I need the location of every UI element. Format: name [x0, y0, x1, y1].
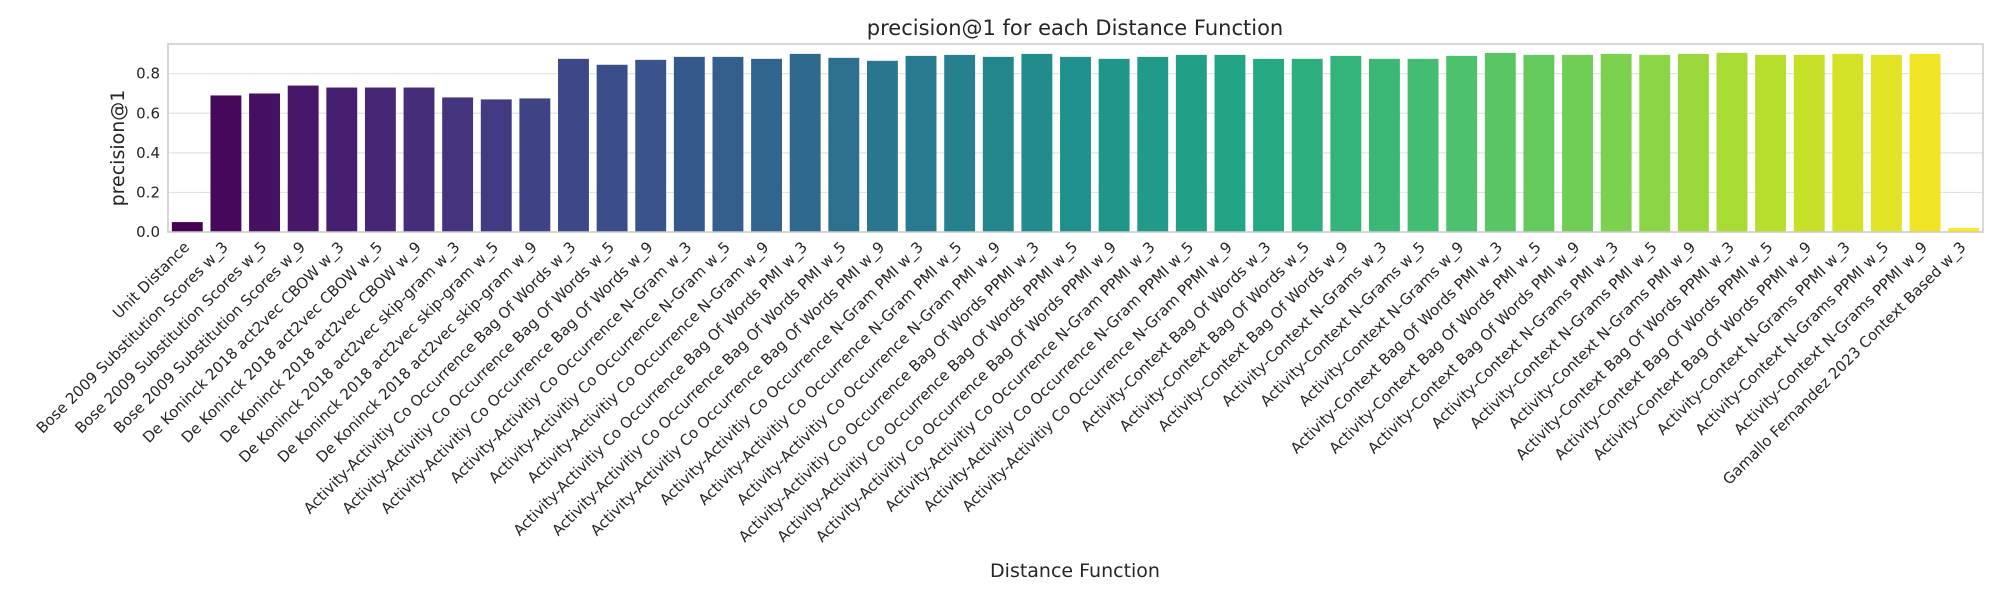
- bar: [558, 58, 589, 233]
- plot-frame: [167, 43, 1984, 233]
- x-axis-title: Distance Function: [990, 560, 1160, 582]
- bar: [1793, 54, 1825, 232]
- bar: [171, 222, 203, 232]
- bar: [1175, 54, 1207, 232]
- bar: [1484, 52, 1516, 233]
- bar: [1098, 58, 1130, 233]
- bar: [905, 55, 937, 232]
- bar: [403, 87, 435, 233]
- y-tick-label: 0.0: [136, 223, 160, 241]
- bar: [1446, 55, 1478, 232]
- bar: [210, 95, 242, 232]
- bar: [751, 58, 783, 233]
- bar: [1832, 53, 1864, 232]
- y-tick-label: 0.6: [136, 104, 160, 122]
- y-tick-label: 0.4: [136, 144, 160, 162]
- y-axis-ticks: 0.0 0.2 0.4 0.6 0.8: [136, 65, 160, 241]
- bar: [1137, 56, 1169, 232]
- bar: [1060, 56, 1091, 232]
- bar: [1330, 55, 1362, 232]
- bar: [673, 56, 705, 232]
- bar: [828, 57, 860, 232]
- bar: [480, 99, 512, 233]
- bar: [1909, 53, 1941, 232]
- bar: [712, 56, 744, 232]
- bar: [1562, 54, 1593, 232]
- bar: [1407, 58, 1439, 233]
- bar: [982, 56, 1014, 232]
- bar: [364, 87, 396, 233]
- y-tick-label: 0.2: [136, 183, 160, 201]
- bar: [326, 87, 358, 233]
- bar: [1291, 58, 1323, 233]
- bar: [287, 85, 319, 232]
- bar: [1716, 52, 1748, 233]
- bar: [635, 59, 667, 233]
- bar: [519, 98, 551, 232]
- bar: [442, 97, 474, 232]
- bar: [1755, 54, 1787, 232]
- bar: [1021, 53, 1053, 232]
- bars: [171, 52, 1980, 233]
- bar: [789, 53, 821, 232]
- chart-title: precision@1 for each Distance Function: [867, 16, 1283, 40]
- bar: [944, 54, 976, 232]
- bar: [866, 60, 898, 233]
- bar: [1600, 53, 1632, 232]
- y-axis-title: precision@1: [107, 90, 129, 207]
- bar: [249, 93, 280, 232]
- bar: [1677, 53, 1709, 232]
- bar: [1871, 54, 1902, 232]
- bar: [1523, 54, 1555, 232]
- bar: [1368, 58, 1400, 233]
- bar: [596, 64, 628, 232]
- y-tick-label: 0.8: [136, 65, 160, 83]
- bar: [1253, 58, 1285, 233]
- bar: [1948, 228, 1980, 232]
- bar: [1214, 54, 1246, 232]
- bar: [1639, 54, 1671, 232]
